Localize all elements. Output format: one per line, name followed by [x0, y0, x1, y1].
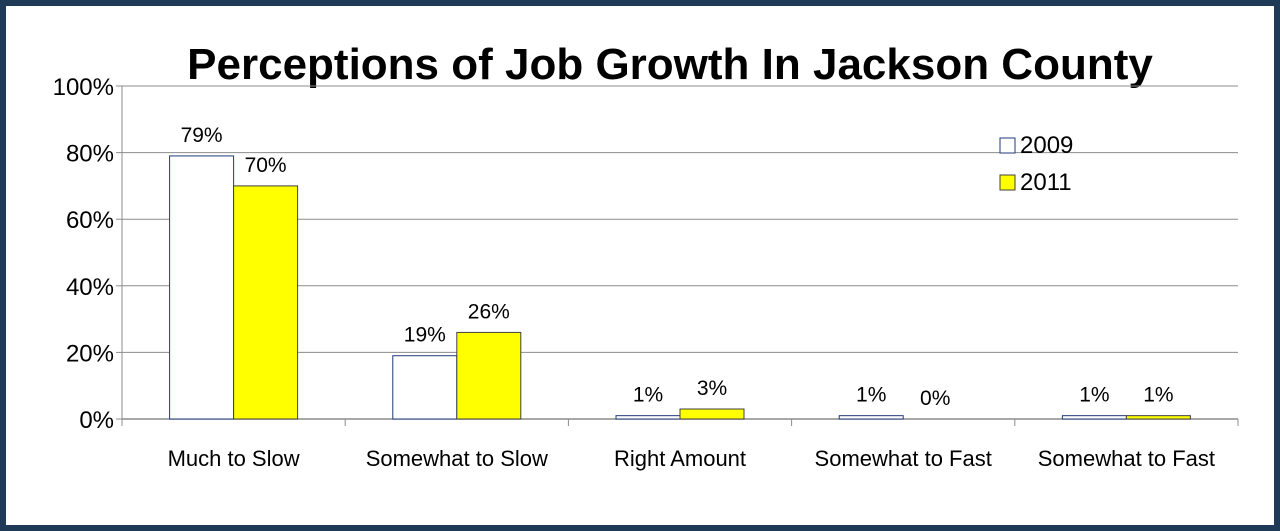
y-axis: 0% 20% 40% 60% 80% 100%: [53, 74, 123, 434]
legend: 2009 2011: [999, 132, 1073, 196]
data-label: 1%: [1143, 384, 1173, 407]
x-tick-label: Somewhat to Fast: [1038, 446, 1215, 471]
legend-label: 2009: [1020, 132, 1073, 159]
data-label: 3%: [697, 377, 727, 400]
x-tick-label: Much to Slow: [168, 446, 300, 471]
bar-2011: [233, 185, 299, 420]
bar-2009: [838, 415, 904, 420]
y-tick-label: 20%: [66, 340, 114, 367]
legend-label: 2011: [1020, 169, 1072, 196]
bar-2009: [169, 155, 235, 420]
bar-2011: [679, 408, 745, 420]
bar-2009: [1061, 415, 1127, 420]
bar-2009: [615, 415, 681, 420]
data-label: 1%: [633, 384, 663, 407]
y-tick-label: 100%: [53, 74, 114, 101]
y-tick-label: 80%: [66, 141, 114, 168]
bar-2011: [1125, 415, 1191, 420]
data-label: 79%: [181, 124, 223, 147]
x-tick-label: Somewhat to Fast: [815, 446, 992, 471]
legend-swatch-2011: [999, 174, 1016, 191]
bars: [169, 155, 1191, 420]
bar-2011: [456, 331, 522, 420]
data-label: 1%: [856, 384, 886, 407]
y-tick-label: 60%: [66, 207, 114, 234]
x-tick-label: Somewhat to Slow: [366, 446, 548, 471]
data-label: 70%: [245, 154, 287, 177]
bar-2009: [392, 355, 458, 420]
y-tick-label: 0%: [79, 407, 114, 434]
x-tick-label: Right Amount: [614, 446, 746, 471]
legend-swatch-2009: [999, 137, 1016, 154]
data-labels: 79% 19% 1% 1% 1% 70% 26% 3% 0% 1%: [181, 124, 1174, 410]
x-axis: Much to Slow Somewhat to Slow Right Amount…: [121, 418, 1239, 471]
chart-title: Perceptions of Job Growth In Jackson Cou…: [187, 40, 1153, 89]
y-tick-label: 40%: [66, 274, 114, 301]
data-label: 19%: [404, 324, 446, 347]
gridlines: [122, 85, 1238, 353]
data-label: 0%: [920, 387, 950, 410]
data-label: 26%: [468, 300, 510, 323]
data-label: 1%: [1079, 384, 1109, 407]
